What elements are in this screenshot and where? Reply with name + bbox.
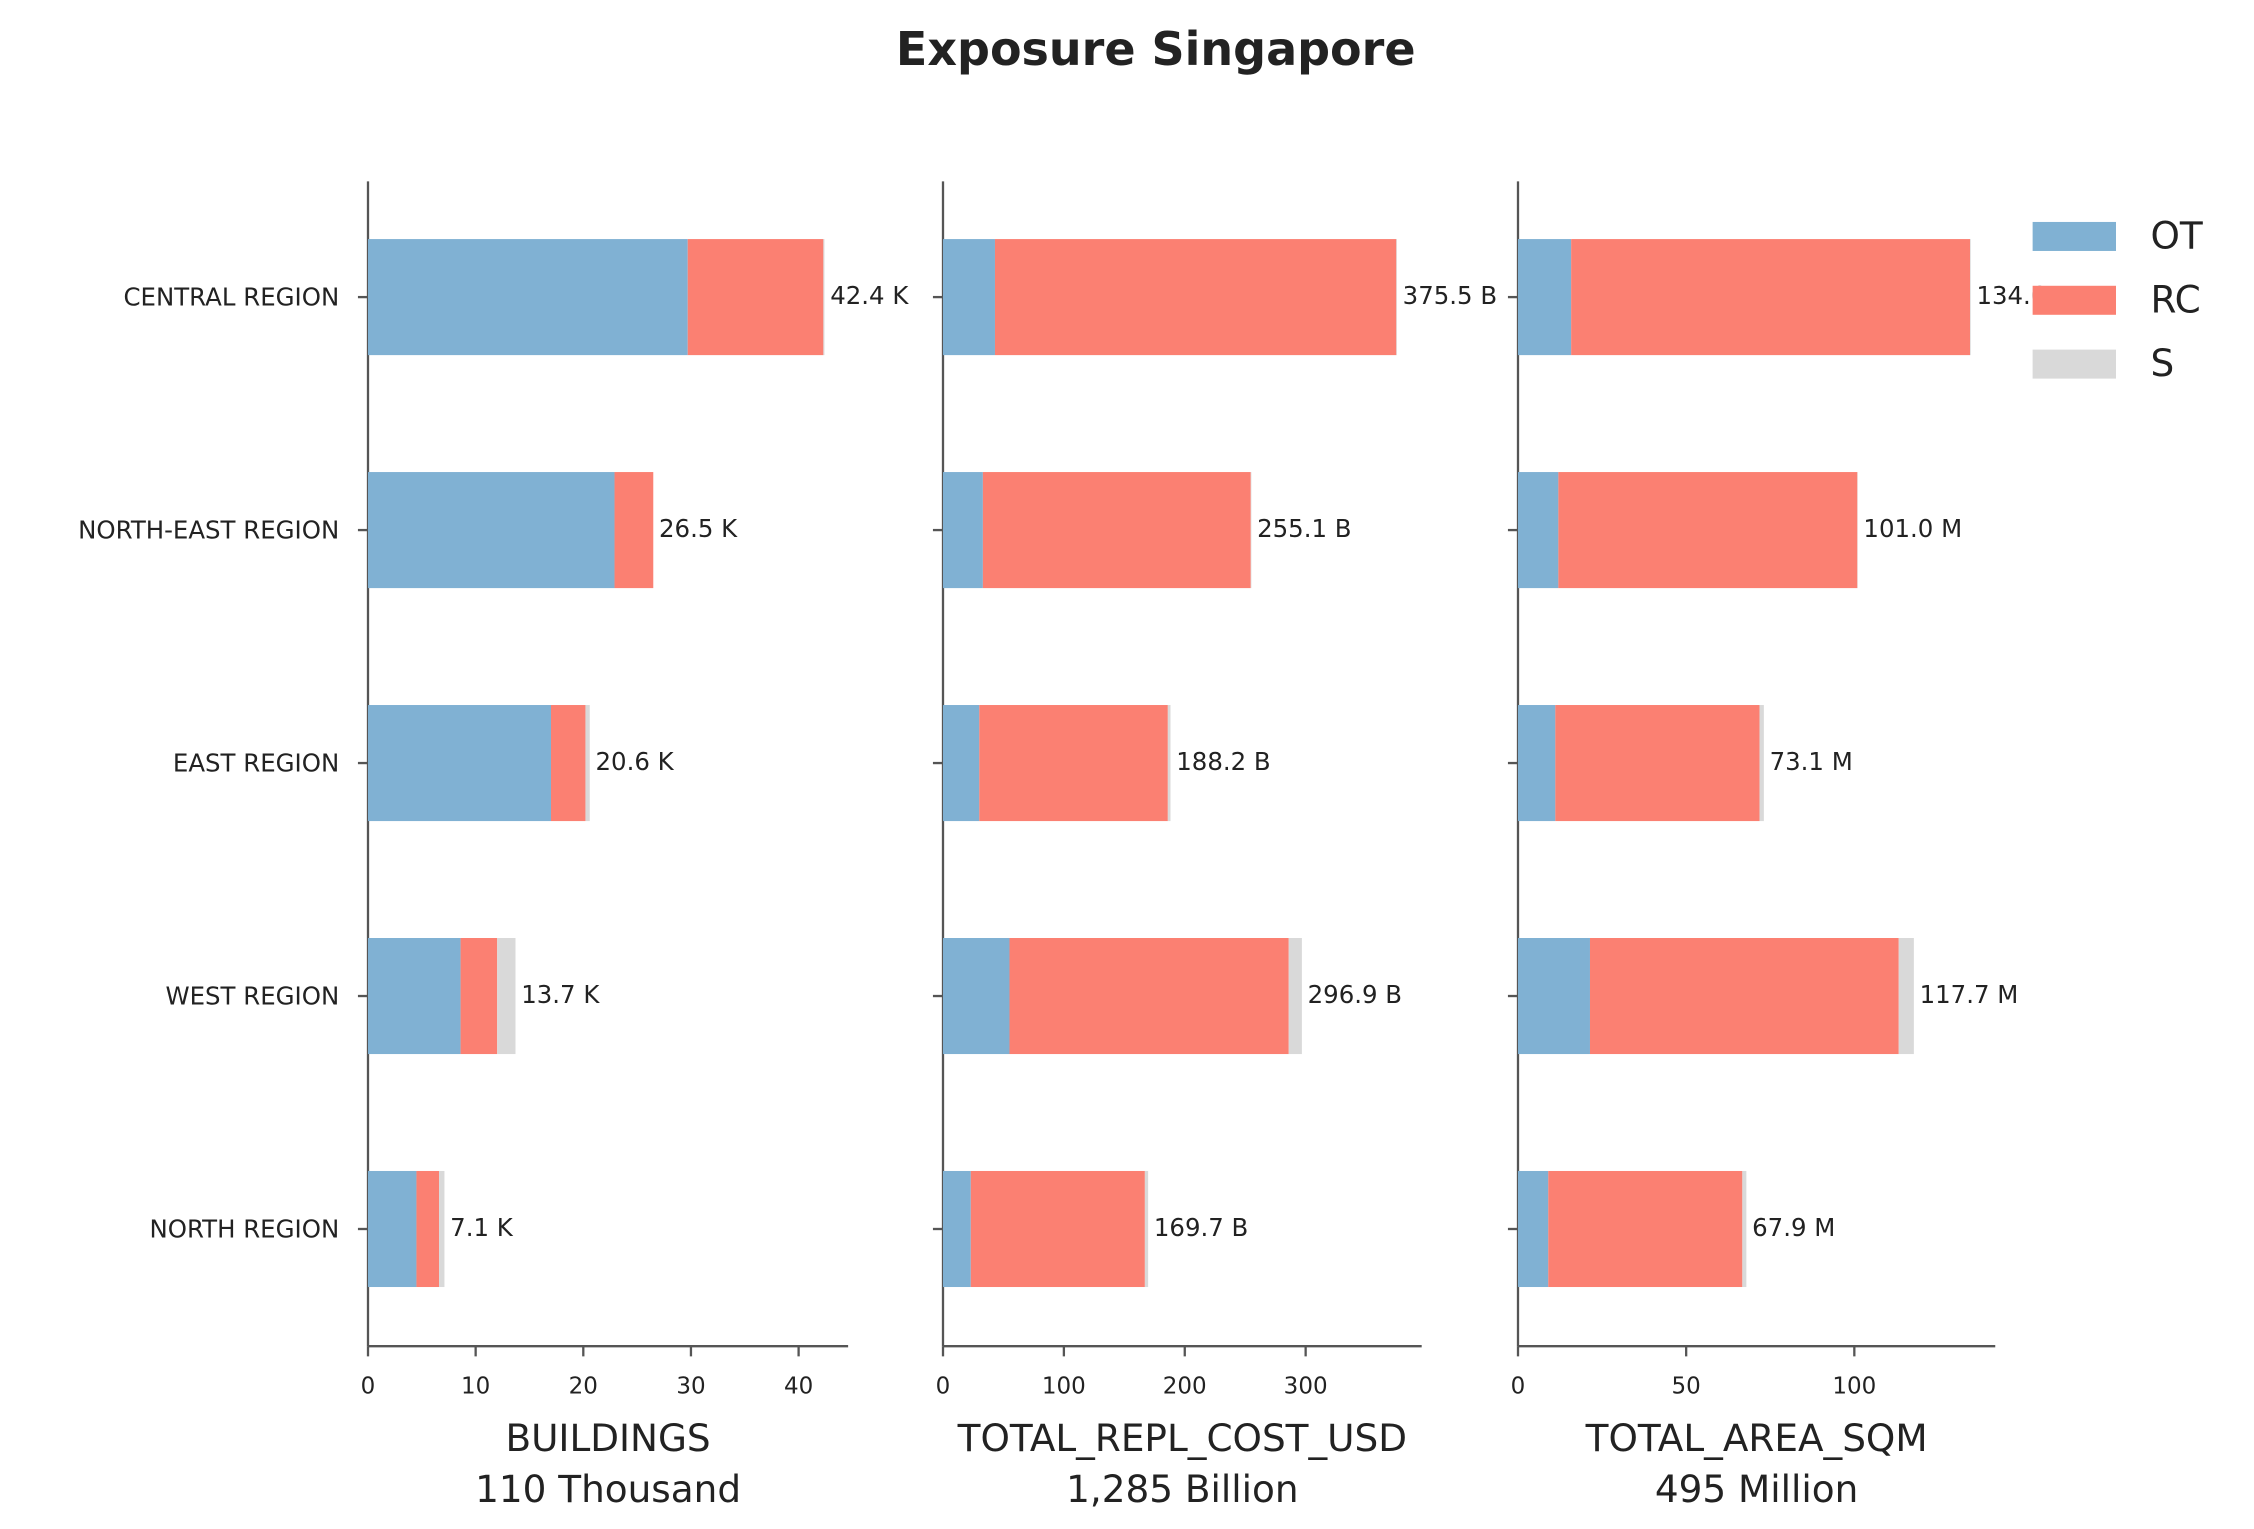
bar-segment <box>368 937 461 1055</box>
legend-label: RC <box>2151 277 2201 321</box>
x-tick-label: 200 <box>1163 1373 1207 1399</box>
total-label: 42.4 K <box>830 281 909 310</box>
bar-segment <box>943 472 983 589</box>
legend-label: S <box>2151 341 2175 385</box>
y-tick-label: NORTH-EAST REGION <box>78 515 339 544</box>
x-axis-sublabel: 1,285 Billion <box>1066 1467 1299 1511</box>
y-tick-label: NORTH REGION <box>150 1214 340 1243</box>
bar-segment <box>943 1170 971 1288</box>
x-axis-label: TOTAL_REPL_COST_USD <box>957 1416 1407 1460</box>
x-tick-label: 100 <box>1042 1373 1086 1399</box>
bar-segment <box>1250 472 1252 589</box>
bar-segment <box>1518 1170 1549 1288</box>
bar-segment <box>1571 239 1971 356</box>
x-axis-sublabel: 495 Million <box>1655 1467 1858 1511</box>
bar-segment <box>368 705 552 822</box>
bar-segment <box>460 937 498 1055</box>
y-tick-label: EAST REGION <box>173 748 339 777</box>
total-label: 20.6 K <box>596 747 675 776</box>
bar-segment <box>943 239 995 356</box>
bar-segment <box>970 1170 1145 1288</box>
bar-segment <box>943 705 980 822</box>
total-label: 375.5 B <box>1403 281 1497 310</box>
y-tick-label: CENTRAL REGION <box>124 282 340 311</box>
bar-segment <box>551 705 586 822</box>
total-label: 117.7 M <box>1920 980 2019 1009</box>
bar-segment <box>1288 937 1302 1055</box>
bar-segment <box>823 239 825 356</box>
bar-segment <box>1144 1170 1149 1288</box>
total-label: 296.9 B <box>1308 980 1402 1009</box>
bar-segment <box>1898 937 1914 1055</box>
bar-segment <box>368 472 615 589</box>
bar-segment <box>439 1170 445 1288</box>
bar-segment <box>1589 937 1899 1055</box>
x-tick-label: 10 <box>461 1373 490 1399</box>
bar-segment <box>585 705 590 822</box>
total-label: 26.5 K <box>659 514 738 543</box>
bar-segment <box>979 705 1168 822</box>
x-axis-label: BUILDINGS <box>505 1416 710 1460</box>
bar-segment <box>368 1170 417 1288</box>
total-label: 255.1 B <box>1257 514 1351 543</box>
bar-segment <box>497 937 516 1055</box>
bar-segment <box>943 937 1010 1055</box>
bar-segment <box>1396 239 1397 356</box>
total-label: 13.7 K <box>521 980 600 1009</box>
total-label: 7.1 K <box>450 1213 514 1242</box>
legend-swatch <box>2032 221 2116 251</box>
total-label: 188.2 B <box>1176 747 1270 776</box>
bar-segment <box>1167 705 1171 822</box>
bar-segment <box>614 472 654 589</box>
bar-segment <box>1548 1170 1743 1288</box>
bar-segment <box>1518 239 1572 356</box>
x-axis-sublabel: 110 Thousand <box>475 1467 741 1511</box>
bar-segment <box>1742 1170 1747 1288</box>
x-tick-label: 0 <box>936 1373 951 1399</box>
x-tick-label: 300 <box>1284 1373 1328 1399</box>
y-tick-label: WEST REGION <box>165 981 339 1010</box>
bar-segment <box>1518 472 1559 589</box>
bar-segment <box>687 239 824 356</box>
bar-segment <box>1518 705 1556 822</box>
x-tick-label: 20 <box>569 1373 598 1399</box>
x-tick-label: 0 <box>361 1373 376 1399</box>
legend-swatch <box>2032 285 2116 315</box>
x-tick-label: 40 <box>784 1373 813 1399</box>
bar-segment <box>1009 937 1289 1055</box>
bar-segment <box>1970 239 1971 356</box>
bar-segment <box>994 239 1397 356</box>
chart-title: Exposure Singapore <box>896 22 1416 76</box>
bar-segment <box>1555 705 1760 822</box>
bar-segment <box>982 472 1251 589</box>
bar-segment <box>1558 472 1858 589</box>
x-axis-label: TOTAL_AREA_SQM <box>1585 1416 1928 1460</box>
x-tick-label: 50 <box>1672 1373 1701 1399</box>
bar-segment <box>416 1170 440 1288</box>
bar-segment <box>1759 705 1764 822</box>
bar-segment <box>368 239 688 356</box>
x-tick-label: 0 <box>1511 1373 1526 1399</box>
total-label: 67.9 M <box>1752 1213 1835 1242</box>
x-tick-label: 100 <box>1832 1373 1876 1399</box>
total-label: 73.1 M <box>1770 747 1853 776</box>
legend-label: OT <box>2151 213 2204 257</box>
total-label: 101.0 M <box>1863 514 1962 543</box>
x-tick-label: 30 <box>676 1373 705 1399</box>
legend-swatch <box>2032 349 2116 379</box>
total-label: 169.7 B <box>1154 1213 1248 1242</box>
bar-segment <box>1518 937 1590 1055</box>
